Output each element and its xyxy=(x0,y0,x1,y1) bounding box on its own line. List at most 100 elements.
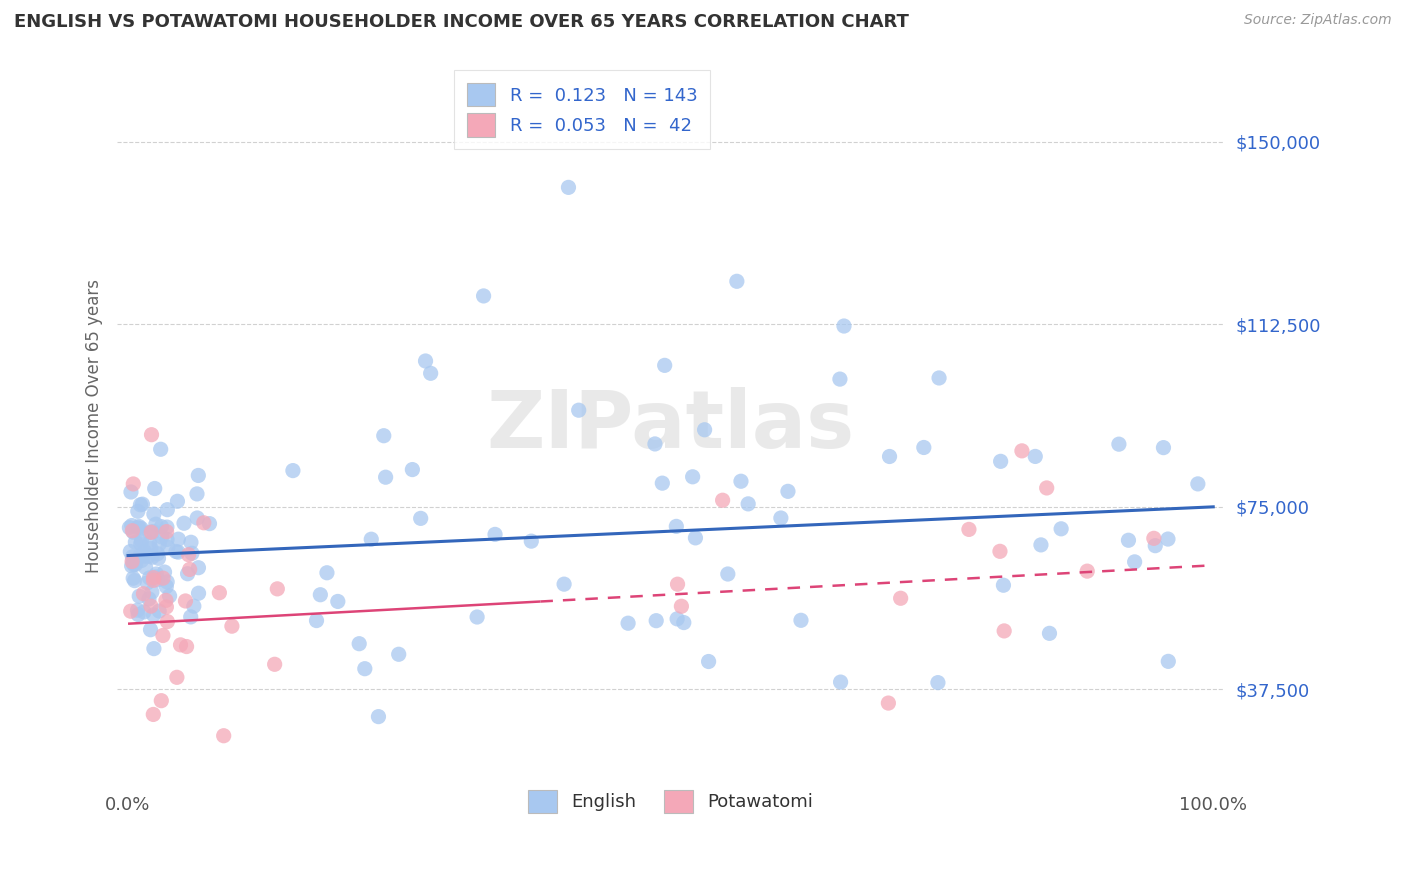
Point xyxy=(169,638,191,652)
Point xyxy=(1123,555,1146,569)
Point xyxy=(1108,437,1130,451)
Point xyxy=(671,599,693,614)
Point xyxy=(150,519,173,533)
Point xyxy=(138,571,160,585)
Point xyxy=(159,589,181,603)
Point xyxy=(166,670,188,684)
Point xyxy=(150,530,173,544)
Point xyxy=(1011,443,1033,458)
Point xyxy=(142,707,165,722)
Point xyxy=(1157,532,1180,546)
Point xyxy=(127,504,149,518)
Point xyxy=(141,585,163,599)
Point xyxy=(879,450,901,464)
Point xyxy=(129,521,152,535)
Point xyxy=(367,709,389,723)
Point xyxy=(131,553,153,567)
Point xyxy=(122,477,145,491)
Point xyxy=(263,657,285,672)
Point xyxy=(132,605,155,619)
Point xyxy=(360,533,382,547)
Point xyxy=(138,536,160,550)
Point xyxy=(353,662,375,676)
Point xyxy=(316,566,339,580)
Point xyxy=(186,487,208,501)
Point xyxy=(180,610,202,624)
Point xyxy=(1143,532,1166,546)
Point xyxy=(645,614,668,628)
Point xyxy=(153,565,176,579)
Point xyxy=(568,403,591,417)
Point xyxy=(472,289,495,303)
Point xyxy=(928,371,950,385)
Point xyxy=(181,546,204,560)
Point xyxy=(1029,538,1052,552)
Point xyxy=(129,498,152,512)
Point xyxy=(776,484,799,499)
Point xyxy=(347,637,370,651)
Point xyxy=(156,520,179,534)
Point xyxy=(988,544,1011,558)
Point xyxy=(138,525,160,540)
Point xyxy=(155,599,177,614)
Point xyxy=(124,574,146,588)
Point xyxy=(129,537,152,551)
Point xyxy=(121,549,143,564)
Point xyxy=(135,560,157,574)
Point xyxy=(120,544,142,558)
Point xyxy=(890,591,912,606)
Point xyxy=(127,607,149,622)
Point xyxy=(152,571,174,585)
Legend: English, Potawatomi: English, Potawatomi xyxy=(516,777,825,825)
Point xyxy=(693,423,716,437)
Point xyxy=(148,551,170,566)
Point xyxy=(120,604,142,618)
Point xyxy=(136,575,159,590)
Point xyxy=(143,482,166,496)
Point xyxy=(1157,654,1180,668)
Point xyxy=(651,476,673,491)
Point xyxy=(132,549,155,564)
Point xyxy=(146,573,169,587)
Point xyxy=(167,545,190,559)
Point xyxy=(176,566,198,581)
Point xyxy=(156,615,179,629)
Point xyxy=(212,729,235,743)
Point xyxy=(697,655,720,669)
Point xyxy=(557,180,579,194)
Point xyxy=(139,623,162,637)
Point xyxy=(142,641,165,656)
Point xyxy=(122,525,145,540)
Point xyxy=(717,567,740,582)
Point xyxy=(141,427,163,442)
Point xyxy=(127,521,149,535)
Point xyxy=(193,516,215,530)
Point xyxy=(141,525,163,540)
Point xyxy=(326,594,349,608)
Point xyxy=(877,696,900,710)
Point xyxy=(830,675,852,690)
Point xyxy=(129,549,152,563)
Point xyxy=(132,587,155,601)
Point xyxy=(520,534,543,549)
Point xyxy=(176,640,198,654)
Point xyxy=(1024,450,1046,464)
Point xyxy=(179,562,201,576)
Point xyxy=(672,615,695,630)
Point xyxy=(266,582,288,596)
Point xyxy=(128,589,150,603)
Point xyxy=(187,560,209,574)
Point xyxy=(134,544,156,558)
Point xyxy=(553,577,575,591)
Point xyxy=(124,558,146,572)
Point xyxy=(484,527,506,541)
Point xyxy=(1144,539,1167,553)
Point xyxy=(790,613,813,627)
Point xyxy=(142,507,165,521)
Point xyxy=(139,541,162,556)
Point xyxy=(139,599,162,614)
Point xyxy=(401,462,423,476)
Point xyxy=(957,523,980,537)
Point xyxy=(912,441,935,455)
Point xyxy=(121,555,143,569)
